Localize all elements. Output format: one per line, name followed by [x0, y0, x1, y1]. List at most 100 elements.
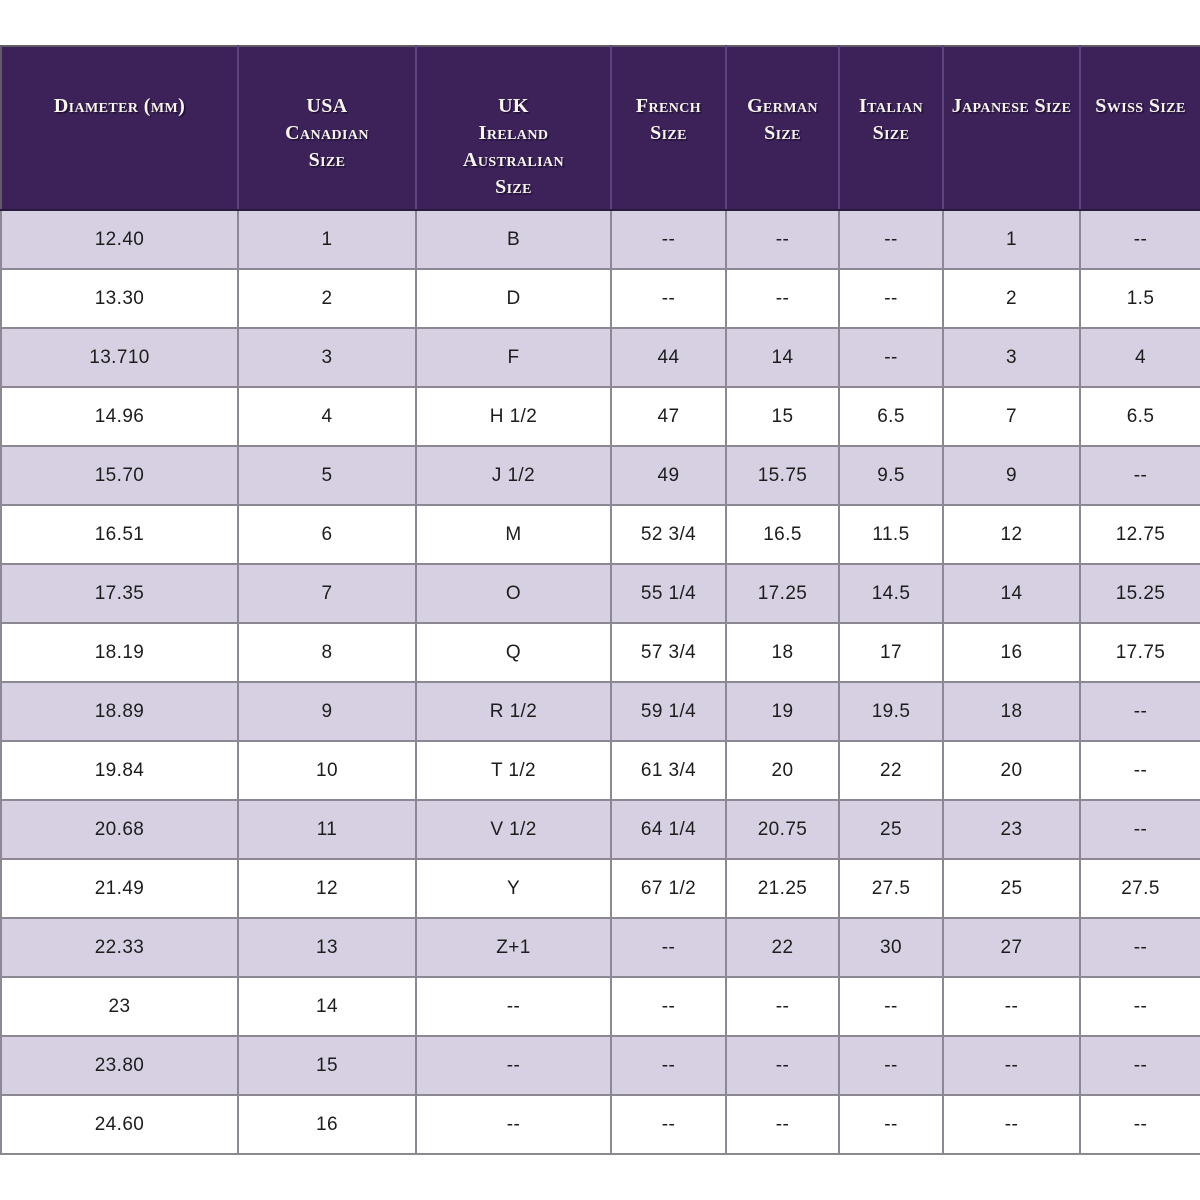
table-cell: B [415, 209, 612, 270]
table-cell: 15 [237, 1035, 417, 1096]
table-cell: -- [725, 209, 840, 270]
table-cell: 7 [237, 563, 417, 624]
table-cell: 15 [725, 386, 840, 447]
table-cell: 17.75 [1079, 622, 1200, 683]
table-cell: -- [725, 1035, 840, 1096]
table-row: 24.60 16 -- -- -- -- -- -- [0, 1094, 1200, 1155]
col-header-diameter-mm: Diameter (mm) [0, 45, 239, 211]
table-cell: 23 [942, 799, 1081, 860]
table-cell: Z+1 [415, 917, 612, 978]
table-cell: -- [1079, 799, 1200, 860]
table-row: 13.30 2 D -- -- -- 2 1.5 [0, 268, 1200, 329]
table-cell: 1.5 [1079, 268, 1200, 329]
table-cell: 12.75 [1079, 504, 1200, 565]
table-cell: 59 1/4 [610, 681, 727, 742]
table-row: 20.68 11 V 1/2 64 1/4 20.75 25 23 -- [0, 799, 1200, 860]
table-cell: 17.25 [725, 563, 840, 624]
table-cell: -- [838, 976, 944, 1037]
table-cell: 55 1/4 [610, 563, 727, 624]
table-cell: 20.68 [0, 799, 239, 860]
table-cell: 14.5 [838, 563, 944, 624]
ring-size-conversion-table: Diameter (mm) USA Canadian Size UK Irela… [0, 45, 1200, 1155]
table-row: 12.40 1 B -- -- -- 1 -- [0, 209, 1200, 270]
table-cell: D [415, 268, 612, 329]
col-header-german-size: German Size [725, 45, 840, 211]
table-cell: -- [610, 976, 727, 1037]
table-cell: 4 [237, 386, 417, 447]
table-cell: 44 [610, 327, 727, 388]
table-cell: 9 [942, 445, 1081, 506]
table-cell: 25 [838, 799, 944, 860]
table-cell: -- [838, 327, 944, 388]
table-cell: -- [838, 209, 944, 270]
table-cell: -- [942, 1094, 1081, 1155]
table-cell: 67 1/2 [610, 858, 727, 919]
col-header-japanese-size: Japanese Size [942, 45, 1081, 211]
table-cell: -- [1079, 445, 1200, 506]
table-row: 19.84 10 T 1/2 61 3/4 20 22 20 -- [0, 740, 1200, 801]
table-cell: 19.84 [0, 740, 239, 801]
table-cell: 21.49 [0, 858, 239, 919]
table-cell: 1 [237, 209, 417, 270]
table-cell: 11 [237, 799, 417, 860]
table-cell: Q [415, 622, 612, 683]
table-cell: 16 [237, 1094, 417, 1155]
col-header-usa-canadian-size: USA Canadian Size [237, 45, 417, 211]
table-cell: O [415, 563, 612, 624]
table-cell: 5 [237, 445, 417, 506]
table-cell: T 1/2 [415, 740, 612, 801]
table-cell: 4 [1079, 327, 1200, 388]
table-cell: 12 [237, 858, 417, 919]
table-cell: -- [610, 1035, 727, 1096]
table-cell: 17 [838, 622, 944, 683]
table-cell: 24.60 [0, 1094, 239, 1155]
table-cell: 61 3/4 [610, 740, 727, 801]
table-cell: -- [1079, 740, 1200, 801]
table-cell: -- [415, 1035, 612, 1096]
table-cell: -- [1079, 209, 1200, 270]
col-header-french-size: French Size [610, 45, 727, 211]
table-cell: -- [725, 268, 840, 329]
table-cell: 8 [237, 622, 417, 683]
table-row: 22.33 13 Z+1 -- 22 30 27 -- [0, 917, 1200, 978]
table-cell: 20 [942, 740, 1081, 801]
table-cell: 27.5 [1079, 858, 1200, 919]
table-cell: -- [610, 917, 727, 978]
table-cell: -- [942, 1035, 1081, 1096]
table-cell: 23 [0, 976, 239, 1037]
table-cell: 15.75 [725, 445, 840, 506]
table-row: 21.49 12 Y 67 1/2 21.25 27.5 25 27.5 [0, 858, 1200, 919]
table-cell: -- [1079, 976, 1200, 1037]
table-cell: J 1/2 [415, 445, 612, 506]
table-cell: 14 [942, 563, 1081, 624]
table-cell: 16.51 [0, 504, 239, 565]
table-cell: 9.5 [838, 445, 944, 506]
table-cell: 12.40 [0, 209, 239, 270]
table-row: 23 14 -- -- -- -- -- -- [0, 976, 1200, 1037]
table-cell: 23.80 [0, 1035, 239, 1096]
table-cell: 7 [942, 386, 1081, 447]
table-cell: 16.5 [725, 504, 840, 565]
table-cell: 18 [942, 681, 1081, 742]
table-cell: 22 [838, 740, 944, 801]
table-cell: 15.25 [1079, 563, 1200, 624]
table-cell: 49 [610, 445, 727, 506]
table-cell: 17.35 [0, 563, 239, 624]
table-row: 18.19 8 Q 57 3/4 18 17 16 17.75 [0, 622, 1200, 683]
table-cell: -- [838, 268, 944, 329]
table-cell: -- [725, 1094, 840, 1155]
table-cell: 22.33 [0, 917, 239, 978]
table-cell: 30 [838, 917, 944, 978]
table-cell: 52 3/4 [610, 504, 727, 565]
table-cell: 12 [942, 504, 1081, 565]
table-row: 16.51 6 M 52 3/4 16.5 11.5 12 12.75 [0, 504, 1200, 565]
table-cell: 2 [942, 268, 1081, 329]
table-cell: 57 3/4 [610, 622, 727, 683]
table-cell: 10 [237, 740, 417, 801]
table-cell: 13.710 [0, 327, 239, 388]
table-cell: 14 [237, 976, 417, 1037]
table-cell: M [415, 504, 612, 565]
table-cell: 1 [942, 209, 1081, 270]
table-cell: 20.75 [725, 799, 840, 860]
table-cell: 15.70 [0, 445, 239, 506]
